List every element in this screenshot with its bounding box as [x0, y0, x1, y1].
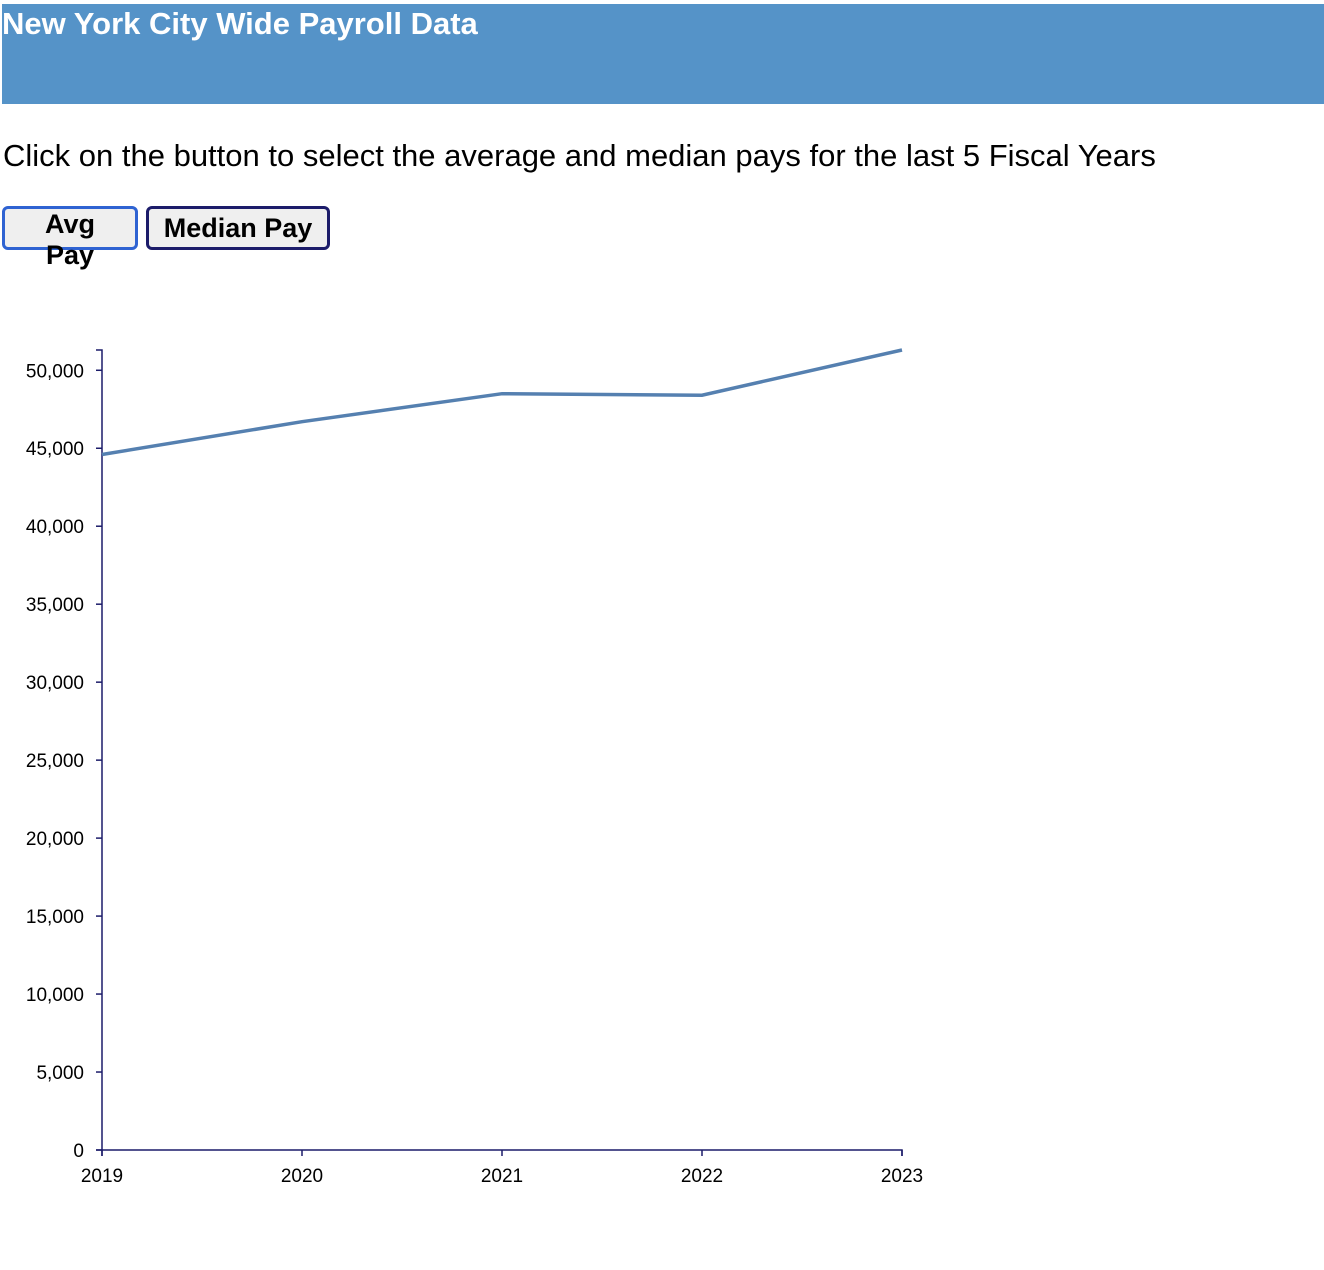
- page-header: [2, 4, 1324, 104]
- y-tick-label: 25,000: [26, 751, 84, 772]
- y-tick-label: 10,000: [26, 985, 84, 1006]
- y-axis-line: [96, 349, 103, 1151]
- instructions-text: Click on the button to select the averag…: [3, 138, 1156, 173]
- x-tick-label: 2019: [81, 1166, 123, 1187]
- y-tick-label: 30,000: [26, 673, 84, 694]
- y-tick-label: 50,000: [26, 361, 84, 382]
- y-tick-label: 15,000: [26, 907, 84, 928]
- series-layer: [101, 348, 903, 457]
- pay-line-chart: 0 5,000 10,000 15,000 20,000 25,000 30,000 35,0…: [26, 348, 923, 1187]
- pay-chart: 0 5,000 10,000 15,000 20,000 25,000 30,000 35,0…: [0, 330, 960, 1210]
- x-tick-label: 2021: [481, 1166, 523, 1187]
- y-tick-label: 0: [73, 1141, 84, 1162]
- avg-pay-line: [101, 348, 903, 457]
- x-tick-label: 2023: [881, 1166, 923, 1187]
- x-tick-label: 2020: [281, 1166, 323, 1187]
- y-axis: 0 5,000 10,000 15,000 20,000 25,000 30,000 35,0…: [26, 349, 103, 1162]
- x-axis: 2019 2020 2021 2022 2023: [81, 1149, 923, 1187]
- y-tick-label: 40,000: [26, 517, 84, 538]
- avg-pay-button[interactable]: Avg Pay: [2, 206, 138, 270]
- y-tick-label: 20,000: [26, 829, 84, 850]
- x-tick-label: 2022: [681, 1166, 723, 1187]
- y-tick-label: 35,000: [26, 595, 84, 616]
- y-tick-label: 5,000: [36, 1063, 84, 1084]
- median-pay-button[interactable]: Median Pay: [146, 206, 330, 250]
- y-tick-label: 45,000: [26, 439, 84, 460]
- page-title: New York City Wide Payroll Data: [2, 6, 478, 41]
